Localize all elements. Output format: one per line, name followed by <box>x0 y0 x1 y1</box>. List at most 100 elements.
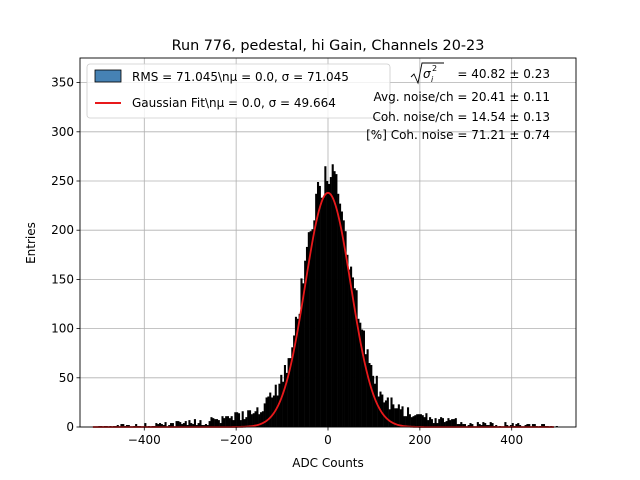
histogram-bar <box>440 417 443 427</box>
histogram-bar <box>265 397 268 427</box>
histogram-bar <box>438 419 441 427</box>
histogram-bar <box>350 266 353 427</box>
y-tick-label: 150 <box>51 272 74 286</box>
histogram-bar <box>485 425 489 427</box>
histogram-bar <box>188 420 191 427</box>
y-tick-label: 200 <box>51 223 74 237</box>
histogram-bar <box>311 229 314 427</box>
histogram-bar <box>419 414 422 427</box>
histogram-bar <box>210 417 213 427</box>
histogram-bar <box>197 423 200 427</box>
histogram-bar <box>425 413 428 427</box>
histogram-bar <box>315 193 318 427</box>
histogram-bar <box>171 423 174 427</box>
histogram-bar <box>285 372 288 427</box>
histogram-bar <box>208 421 211 427</box>
histogram-bar <box>261 411 264 427</box>
histogram-bar <box>335 174 338 427</box>
y-axis-label: Entries <box>24 222 38 264</box>
y-tick-label: 300 <box>51 125 74 139</box>
histogram-bar <box>506 425 509 427</box>
histogram-bar <box>206 425 209 427</box>
histogram-bar <box>452 419 456 427</box>
histogram-bar <box>199 420 202 427</box>
histogram-bar <box>324 166 327 428</box>
histogram-bar <box>478 424 481 427</box>
histogram-bar <box>373 383 377 427</box>
x-axis-label: ADC Counts <box>292 456 364 470</box>
histogram-bar <box>386 397 389 427</box>
y-tick-label: 100 <box>51 322 74 336</box>
histogram-bar <box>467 425 470 427</box>
histogram-bar <box>326 181 329 427</box>
histogram-bar <box>366 349 369 427</box>
histogram-bar <box>436 423 439 427</box>
sqrt-sigma-subscript: i <box>431 75 434 84</box>
y-tick-label: 50 <box>59 371 74 385</box>
histogram-bar <box>250 414 253 427</box>
histogram-bar <box>495 425 498 427</box>
histogram-bar <box>364 354 367 427</box>
histogram-bar <box>555 426 558 427</box>
histogram-bars <box>98 164 558 428</box>
histogram-bar <box>542 424 546 427</box>
histogram-bar <box>230 416 233 427</box>
y-tick-label: 250 <box>51 174 74 188</box>
histogram-bar <box>443 422 446 427</box>
histogram-bar <box>274 384 277 427</box>
histogram-bar <box>388 409 391 427</box>
histogram-bar <box>177 421 180 427</box>
histogram-bar <box>355 290 358 427</box>
histogram-bar <box>517 423 520 427</box>
histogram-bar <box>307 232 310 427</box>
histogram-bar <box>162 425 165 427</box>
histogram-bar <box>456 424 459 427</box>
legend: RMS = 71.045\nμ = 0.0, σ = 71.045 Gaussi… <box>86 63 391 119</box>
annotation-total-noise-value: = 40.82 ± 0.23 <box>457 67 550 81</box>
histogram-bar <box>320 197 323 427</box>
histogram-bar <box>333 171 336 427</box>
histogram-bar <box>254 411 257 427</box>
histogram-bar <box>239 420 242 427</box>
histogram-bar <box>515 424 518 427</box>
histogram-bar <box>237 413 241 427</box>
histogram-bar <box>125 425 129 427</box>
histogram-bar <box>519 425 522 427</box>
x-tick-label: −200 <box>220 433 253 447</box>
histogram-bar <box>384 400 388 427</box>
histogram-bar <box>533 424 536 427</box>
histogram-bar <box>487 425 490 427</box>
histogram-bar <box>164 422 167 427</box>
histogram-bar <box>190 423 193 427</box>
histogram-bar <box>249 410 252 427</box>
histogram-bar <box>316 181 320 427</box>
histogram-bar <box>528 424 531 427</box>
histogram-bar <box>504 422 507 427</box>
histogram-bar <box>272 395 275 427</box>
histogram-bar <box>344 231 347 427</box>
histogram-bar <box>353 288 356 427</box>
histogram-bar <box>256 407 259 427</box>
histogram-bar <box>291 347 294 427</box>
histogram-bar <box>217 420 220 427</box>
histogram-bar <box>458 424 461 427</box>
legend-fit-label: Gaussian Fit\nμ = 0.0, σ = 49.664 <box>132 96 336 110</box>
histogram-bar <box>223 418 226 427</box>
histogram-bar <box>412 416 415 427</box>
histogram-bar <box>236 412 239 427</box>
histogram-bar <box>372 375 375 427</box>
histogram-bar <box>294 316 298 427</box>
histogram-bar <box>182 423 185 427</box>
histogram-bar <box>429 417 432 427</box>
histogram-bar <box>531 424 534 427</box>
histogram-bar <box>430 419 433 427</box>
histogram-bar <box>421 415 424 427</box>
histogram-bar <box>116 425 119 427</box>
histogram-bar <box>370 365 373 427</box>
histogram-bar <box>302 283 305 427</box>
histogram-bar <box>368 363 371 427</box>
histogram-bar <box>245 417 248 427</box>
histogram-bar <box>144 423 147 427</box>
histogram-bar <box>361 329 364 427</box>
histogram-bar <box>410 417 413 427</box>
